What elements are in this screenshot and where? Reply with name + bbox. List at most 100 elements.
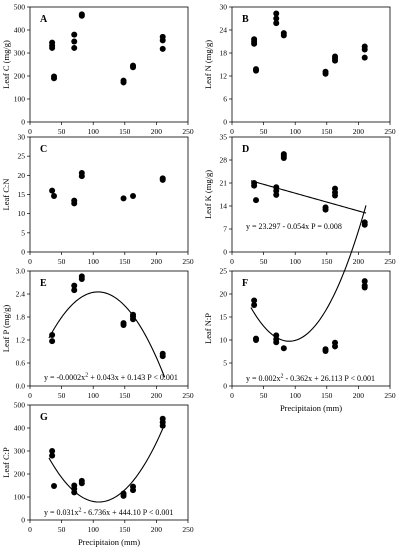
y-tick-label: 5 — [21, 228, 25, 237]
equation-rest: + 0.043x + 0.143 P < 0.001 — [88, 373, 178, 382]
y-tick-label: 100 — [14, 95, 26, 104]
y-tick-label: 1.2 — [16, 336, 26, 345]
x-tick-label: 100 — [290, 127, 302, 136]
x-tick-label: 200 — [151, 525, 163, 534]
data-point — [273, 20, 280, 27]
fit-line — [48, 428, 164, 503]
y-tick-label: 3.0 — [16, 267, 26, 276]
y-tick-label: 10 — [18, 209, 26, 218]
y-tick-label: 500 — [14, 401, 26, 410]
fit-equation: y = 0.002x2 - 0.362x + 26.113 P < 0.001 — [246, 374, 375, 384]
x-tick-label: 250 — [182, 127, 194, 136]
x-tick-label: 50 — [58, 257, 66, 266]
x-tick-label: 200 — [353, 391, 365, 400]
data-point — [51, 193, 58, 200]
data-point — [253, 67, 260, 74]
data-point — [49, 187, 56, 194]
x-tick-label: 100 — [88, 391, 100, 400]
plot-frame — [231, 136, 391, 253]
y-axis-label: Leaf C:N — [1, 179, 11, 211]
y-tick-label: 30 — [220, 3, 228, 12]
y-tick-label: 20 — [18, 171, 26, 180]
y-tick-label: 14 — [220, 202, 228, 211]
x-tick-label: 50 — [260, 391, 268, 400]
panel-c: 0 5 10 15 20 25 30 0 50 100 150 200 250 Leaf C:N C — [1, 133, 194, 267]
fit-equation: y = -0.0002x2 + 0.043x + 0.143 P < 0.001 — [44, 373, 178, 383]
panel-letter: A — [40, 14, 48, 25]
data-point — [361, 46, 368, 53]
y-tick-label: 400 — [14, 26, 26, 35]
data-point — [49, 452, 56, 459]
x-tick-label: 50 — [260, 257, 268, 266]
data-point — [322, 348, 329, 355]
panel-d: 0 7 14 21 28 35 0 50 100 150 200 250 Leaf K (mg/g) Dy… — [203, 133, 396, 267]
panel-a: 0 100 200 300 400 500 0 50 100 150 200 250 Leaf C (m… — [1, 3, 194, 137]
data-point — [71, 38, 78, 45]
y-tick-label: 200 — [14, 470, 26, 479]
equation-main: y = -0.0002x — [44, 373, 85, 382]
y-tick-label: 0.0 — [16, 382, 26, 391]
y-tick-label: 30 — [18, 133, 26, 142]
data-point — [322, 206, 329, 213]
data-point — [361, 278, 368, 285]
equation-main: y = 0.031x — [44, 508, 79, 517]
fit-line — [250, 180, 367, 214]
y-axis-label: Leaf C (mg/g) — [1, 40, 11, 89]
data-point — [51, 482, 58, 489]
data-point — [253, 197, 260, 204]
data-point — [159, 37, 166, 44]
y-axis-label: Leaf P (mg/g) — [1, 305, 11, 353]
x-tick-label: 250 — [182, 257, 194, 266]
data-point — [71, 31, 78, 38]
x-tick-label: 200 — [151, 391, 163, 400]
equation-exponent: 2 — [281, 374, 284, 380]
plot-frame — [29, 6, 189, 123]
plot-frame — [231, 270, 391, 387]
x-tick-label: 200 — [151, 127, 163, 136]
data-point — [71, 489, 78, 496]
x-tick-label: 0 — [28, 257, 32, 266]
x-tick-label: 150 — [119, 257, 131, 266]
y-tick-label: 15 — [18, 190, 26, 199]
data-point — [273, 15, 280, 22]
x-tick-label: 50 — [260, 127, 268, 136]
y-tick-label: 0 — [21, 516, 25, 525]
data-point — [280, 345, 287, 352]
y-tick-label: 100 — [14, 493, 26, 502]
y-tick-label: 18 — [220, 49, 228, 58]
y-axis-label: Leaf C:P — [1, 447, 11, 478]
data-point — [251, 297, 258, 304]
y-tick-label: 400 — [14, 424, 26, 433]
y-tick-label: 5 — [223, 359, 227, 368]
fit-line — [48, 291, 166, 378]
data-point — [159, 422, 166, 429]
data-point — [71, 287, 78, 294]
x-tick-label: 200 — [353, 257, 365, 266]
fit-line — [250, 205, 367, 342]
data-point — [120, 195, 127, 202]
x-tick-label: 100 — [290, 391, 302, 400]
x-tick-label: 50 — [58, 525, 66, 534]
x-tick-label: 150 — [321, 391, 333, 400]
x-tick-label: 0 — [230, 257, 234, 266]
equation-main: y = 0.002x — [246, 374, 281, 383]
x-tick-label: 250 — [182, 391, 194, 400]
data-point — [71, 282, 78, 289]
x-tick-label: 200 — [353, 127, 365, 136]
x-tick-label: 100 — [290, 257, 302, 266]
y-tick-label: 20 — [220, 290, 228, 299]
y-tick-label: 300 — [14, 49, 26, 58]
fit-equation: y = 0.031x2 - 6.736x + 444.10 P < 0.001 — [44, 508, 173, 518]
x-tick-label: 200 — [151, 257, 163, 266]
y-tick-label: 500 — [14, 3, 26, 12]
data-point — [49, 338, 56, 345]
y-axis-label: Leaf K (mg/g) — [203, 170, 213, 219]
x-tick-label: 150 — [119, 391, 131, 400]
y-tick-label: 24 — [220, 26, 228, 35]
x-tick-label: 150 — [321, 257, 333, 266]
data-point — [130, 193, 137, 200]
panel-letter: C — [40, 144, 47, 155]
y-axis-label: Leaf N (mg/g) — [203, 40, 213, 89]
data-point — [280, 32, 287, 39]
